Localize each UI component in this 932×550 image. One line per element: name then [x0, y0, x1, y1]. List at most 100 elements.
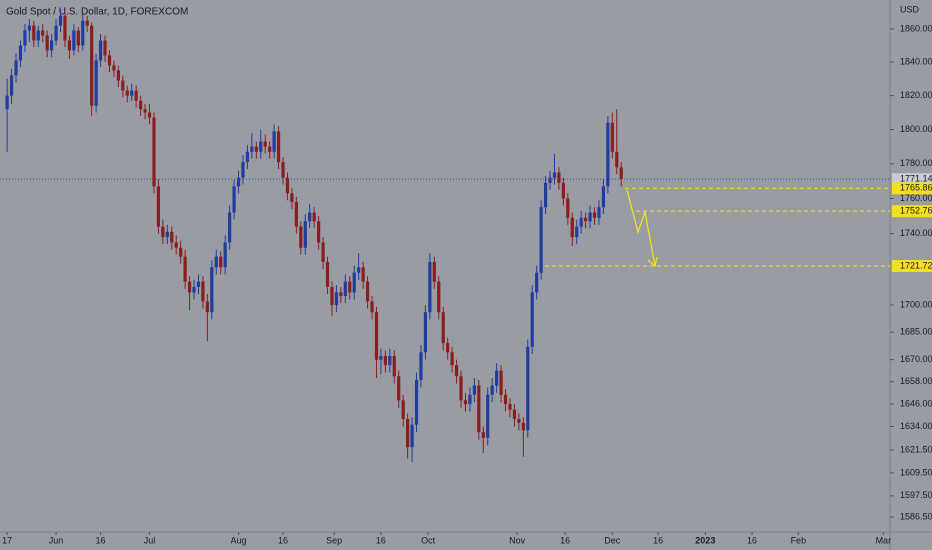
- candle-body: [36, 30, 40, 41]
- candle-body: [268, 146, 272, 152]
- candle-body: [32, 25, 36, 41]
- candle-body: [526, 346, 530, 431]
- x-tick-label: Sep: [326, 535, 342, 545]
- plot: [0, 9, 890, 463]
- candle-body: [285, 177, 290, 194]
- candle-body: [521, 422, 525, 431]
- candle-body: [236, 177, 241, 187]
- candle-body: [94, 60, 98, 106]
- candle-body: [383, 355, 387, 366]
- candle-body: [245, 151, 250, 163]
- candle-body: [125, 90, 129, 96]
- candle-body: [276, 131, 281, 163]
- candle-body: [357, 267, 361, 273]
- candle-body: [14, 60, 18, 76]
- level-label: 1752.76: [900, 206, 932, 216]
- candle-body: [477, 385, 481, 433]
- candle-body: [303, 221, 307, 248]
- candle-body: [263, 141, 267, 147]
- candle-body: [121, 80, 125, 91]
- candle-body: [517, 419, 521, 423]
- candle-body: [139, 100, 143, 110]
- candle-body: [250, 146, 254, 152]
- x-tick-label: 16: [560, 535, 570, 545]
- y-tick-label: 1800.00: [900, 124, 932, 134]
- candle-body: [401, 400, 405, 420]
- candle-body: [116, 70, 120, 81]
- candle-body: [219, 256, 223, 268]
- candle-body: [156, 186, 161, 227]
- candle-body: [388, 355, 392, 366]
- candle-body: [308, 212, 312, 222]
- candle-body: [584, 217, 588, 222]
- candle-body: [214, 256, 218, 268]
- x-tick-label: Aug: [231, 535, 247, 545]
- candle-body: [365, 281, 370, 302]
- candle-body: [103, 40, 107, 56]
- candle-body: [299, 226, 303, 248]
- x-tick-label: 16: [278, 535, 288, 545]
- candle-body: [143, 109, 147, 113]
- candle-body: [165, 231, 169, 238]
- candle-body: [281, 162, 285, 178]
- projection-arrow: [626, 189, 656, 267]
- candle-body: [557, 172, 561, 183]
- candle-body: [499, 370, 503, 395]
- candle-body: [370, 301, 374, 313]
- y-tick-label: 1658.00: [900, 376, 932, 386]
- candle-body: [201, 281, 205, 302]
- x-tick-label: Oct: [421, 535, 436, 545]
- level-box: [892, 205, 932, 218]
- candle-body: [601, 186, 606, 208]
- y-tick-label: 1700.00: [900, 299, 932, 309]
- candle-body: [530, 292, 534, 347]
- candle-body: [254, 146, 258, 152]
- candle-body: [343, 281, 347, 296]
- candle-body: [508, 404, 512, 410]
- candle-body: [441, 312, 445, 344]
- y-tick-label: 1860.00: [900, 23, 932, 33]
- candle-body: [361, 267, 365, 282]
- candle-body: [459, 376, 463, 401]
- candle-body: [437, 281, 441, 313]
- candle-body: [192, 286, 196, 293]
- level-label: 1721.72: [900, 260, 932, 270]
- candle-body: [410, 424, 414, 448]
- candle-body: [272, 131, 276, 152]
- candle-body: [294, 202, 298, 227]
- chart-title: Gold Spot / U.S. Dollar, 1D, FOREXCOM: [6, 7, 188, 18]
- y-tick-label: 1840.00: [900, 56, 932, 66]
- level-box: [892, 182, 932, 195]
- candle-body: [579, 217, 583, 227]
- candle-body: [468, 394, 472, 405]
- candle-body: [597, 207, 601, 218]
- level-box: [892, 260, 932, 273]
- candle-body: [406, 419, 410, 448]
- arrow-head: [647, 256, 658, 268]
- candle-body: [18, 45, 23, 61]
- candle-body: [352, 272, 356, 293]
- candle-body: [446, 343, 450, 353]
- candle-body: [561, 182, 565, 199]
- candle-body: [606, 122, 610, 187]
- candle-body: [205, 301, 209, 313]
- candle-body: [72, 30, 76, 51]
- y-tick-label: 1597.50: [900, 490, 932, 500]
- y-tick-label: 1586.50: [900, 511, 932, 521]
- candle-body: [161, 226, 165, 238]
- x-tick-label: 16: [653, 535, 663, 545]
- candle-body: [503, 394, 508, 405]
- x-tick-label: 16: [747, 535, 757, 545]
- candle-body: [539, 207, 543, 273]
- candle-body: [334, 292, 339, 305]
- candle-body: [58, 15, 63, 26]
- candle-body: [152, 117, 156, 187]
- candle-body: [339, 292, 343, 296]
- candle-body: [210, 267, 214, 313]
- candle-body: [486, 394, 490, 438]
- candle-body: [50, 40, 54, 51]
- x-tick-label: 16: [376, 535, 386, 545]
